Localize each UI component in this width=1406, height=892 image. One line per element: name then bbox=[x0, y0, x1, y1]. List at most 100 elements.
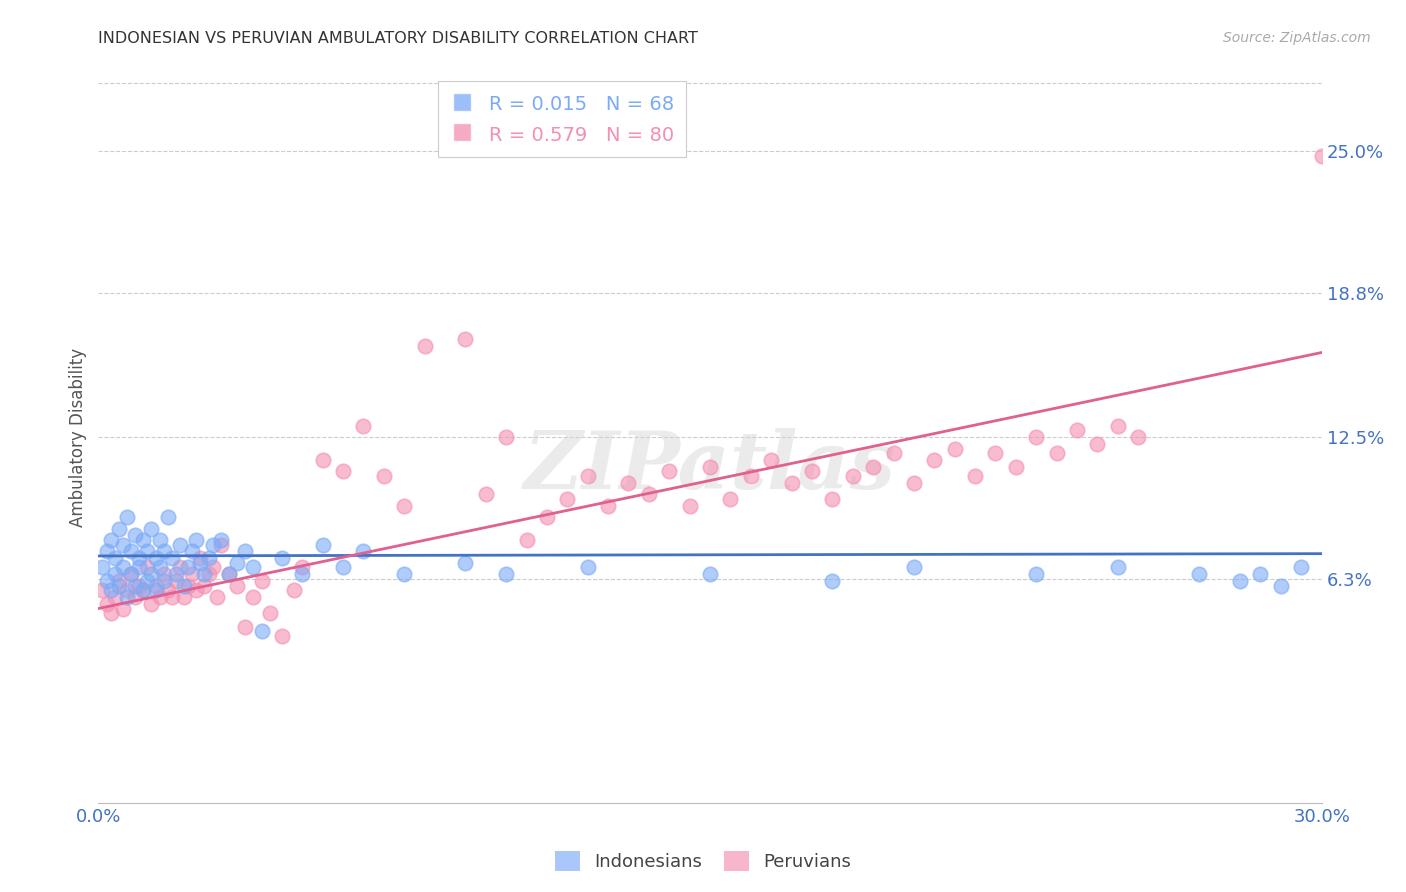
Point bbox=[108, 579, 131, 593]
Point bbox=[1107, 418, 1129, 433]
Point bbox=[149, 560, 172, 574]
Point bbox=[177, 560, 200, 574]
Point bbox=[1066, 423, 1088, 437]
Point bbox=[173, 579, 195, 593]
Point bbox=[218, 567, 240, 582]
Point bbox=[145, 551, 167, 566]
Point bbox=[821, 491, 844, 506]
Point bbox=[1107, 560, 1129, 574]
Point bbox=[188, 551, 212, 566]
Point bbox=[576, 560, 599, 574]
Point bbox=[100, 583, 122, 598]
Point bbox=[152, 574, 174, 588]
Point bbox=[638, 487, 661, 501]
Point bbox=[780, 475, 803, 490]
Point bbox=[111, 601, 134, 615]
Point bbox=[188, 556, 212, 570]
Point bbox=[699, 567, 721, 582]
Point bbox=[156, 510, 179, 524]
Point bbox=[145, 579, 167, 593]
Point bbox=[495, 430, 517, 444]
Point bbox=[283, 583, 305, 598]
Point bbox=[120, 567, 142, 582]
Point bbox=[270, 629, 294, 643]
Point bbox=[169, 560, 191, 574]
Point bbox=[149, 533, 172, 547]
Point bbox=[197, 567, 219, 582]
Point bbox=[1249, 567, 1271, 582]
Point bbox=[201, 537, 224, 551]
Point bbox=[104, 590, 127, 604]
Point bbox=[392, 567, 416, 582]
Legend: Indonesians, Peruvians: Indonesians, Peruvians bbox=[547, 844, 859, 879]
Point bbox=[250, 574, 273, 588]
Point bbox=[111, 560, 134, 574]
Point bbox=[862, 459, 884, 474]
Text: ZIPatlas: ZIPatlas bbox=[524, 427, 896, 505]
Legend: R = 0.015   N = 68, R = 0.579   N = 80: R = 0.015 N = 68, R = 0.579 N = 80 bbox=[439, 81, 686, 157]
Point bbox=[115, 583, 138, 598]
Point bbox=[516, 533, 538, 547]
Point bbox=[250, 624, 273, 639]
Point bbox=[141, 567, 163, 582]
Point bbox=[136, 544, 159, 558]
Point bbox=[111, 537, 134, 551]
Point bbox=[186, 533, 208, 547]
Point bbox=[1085, 437, 1108, 451]
Point bbox=[169, 537, 191, 551]
Point bbox=[108, 574, 131, 588]
Point bbox=[201, 560, 224, 574]
Point bbox=[699, 459, 721, 474]
Point bbox=[226, 579, 249, 593]
Point bbox=[128, 560, 150, 574]
Point bbox=[454, 332, 477, 346]
Point bbox=[474, 487, 498, 501]
Point bbox=[576, 469, 599, 483]
Point bbox=[242, 590, 264, 604]
Point bbox=[193, 579, 215, 593]
Point bbox=[1045, 446, 1069, 460]
Point bbox=[943, 442, 966, 456]
Point bbox=[373, 469, 395, 483]
Point bbox=[205, 590, 228, 604]
Point bbox=[165, 574, 187, 588]
Point bbox=[922, 453, 945, 467]
Point bbox=[291, 560, 314, 574]
Point bbox=[152, 567, 174, 582]
Point bbox=[1291, 560, 1313, 574]
Point bbox=[186, 583, 208, 598]
Point bbox=[91, 583, 114, 598]
Point bbox=[160, 590, 183, 604]
Point bbox=[108, 521, 131, 535]
Point bbox=[128, 551, 150, 566]
Text: INDONESIAN VS PERUVIAN AMBULATORY DISABILITY CORRELATION CHART: INDONESIAN VS PERUVIAN AMBULATORY DISABI… bbox=[98, 31, 699, 46]
Point bbox=[984, 446, 1007, 460]
Point bbox=[193, 567, 215, 582]
Point bbox=[209, 533, 232, 547]
Point bbox=[209, 537, 232, 551]
Point bbox=[557, 491, 579, 506]
Point bbox=[761, 453, 783, 467]
Point bbox=[1025, 567, 1047, 582]
Point bbox=[352, 544, 374, 558]
Point bbox=[801, 464, 824, 478]
Point bbox=[291, 567, 314, 582]
Point bbox=[120, 567, 142, 582]
Point bbox=[181, 567, 204, 582]
Point bbox=[883, 446, 905, 460]
Point bbox=[104, 551, 127, 566]
Point bbox=[136, 560, 159, 574]
Point bbox=[617, 475, 640, 490]
Point bbox=[242, 560, 264, 574]
Point bbox=[120, 544, 142, 558]
Point bbox=[821, 574, 844, 588]
Point bbox=[454, 556, 477, 570]
Point bbox=[332, 560, 354, 574]
Point bbox=[124, 590, 146, 604]
Point bbox=[233, 620, 256, 634]
Point bbox=[679, 499, 702, 513]
Point bbox=[740, 469, 762, 483]
Point bbox=[141, 597, 163, 611]
Point bbox=[259, 606, 281, 620]
Point bbox=[96, 597, 118, 611]
